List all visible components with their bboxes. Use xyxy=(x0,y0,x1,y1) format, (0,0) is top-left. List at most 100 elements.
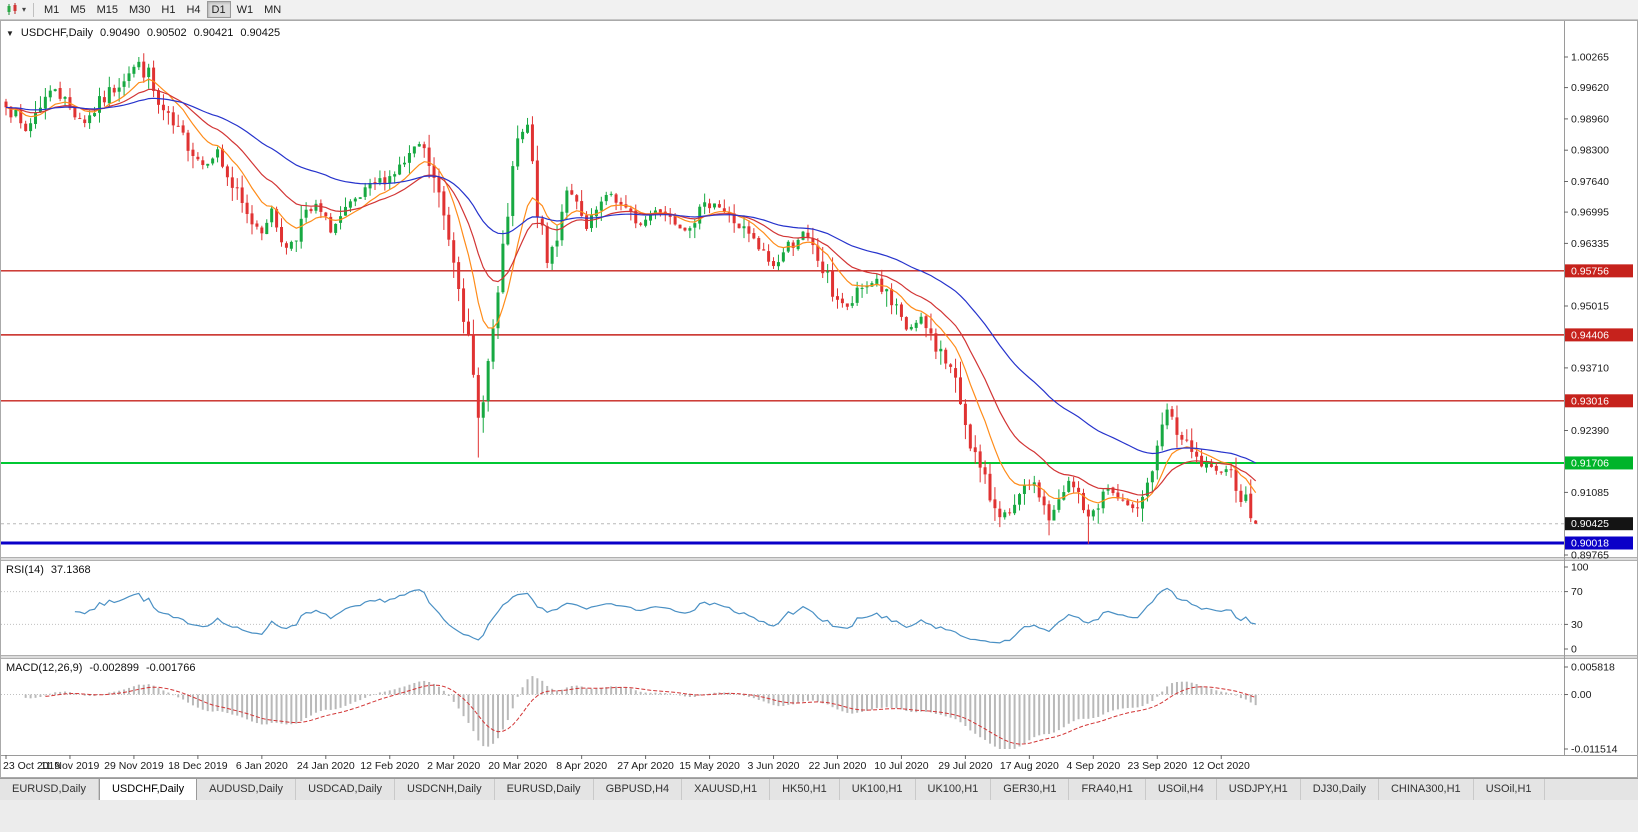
candle-down xyxy=(437,176,441,193)
candle-down xyxy=(1219,471,1223,473)
tab-audusd-daily[interactable]: AUDUSD,Daily xyxy=(197,779,297,800)
timeframe-mn-button[interactable]: MN xyxy=(264,3,282,16)
tab-fra40-h1[interactable]: FRA40,H1 xyxy=(1069,779,1146,800)
timeframe-h4-button[interactable]: H4 xyxy=(186,3,201,16)
chart-svg[interactable]: 1.00265 0.99620 0.98960 0.98300 0.97640 0.969… xyxy=(1,21,1637,777)
tab-china300-h1[interactable]: CHINA300,H1 xyxy=(1379,779,1474,800)
candle-up xyxy=(97,96,101,113)
candle-down xyxy=(1086,509,1090,517)
candle-up xyxy=(53,89,57,92)
candle-down xyxy=(1111,487,1115,494)
tab-ger30-h1[interactable]: GER30,H1 xyxy=(991,779,1070,800)
candle-down xyxy=(727,212,731,214)
candle-down xyxy=(658,209,662,213)
price-flag-text: 0.95756 xyxy=(1571,265,1609,277)
candle-down xyxy=(457,262,461,290)
candle-down xyxy=(737,223,741,229)
macd-signal-line xyxy=(45,684,1256,745)
candle-up xyxy=(1141,496,1145,509)
price-flag xyxy=(1565,328,1633,342)
candle-down xyxy=(102,97,106,103)
candle-down xyxy=(432,165,436,178)
tab-usoil-h4[interactable]: USOil,H4 xyxy=(1146,779,1217,800)
tab-eurusd-daily[interactable]: EURUSD,Daily xyxy=(495,779,594,800)
candle-down xyxy=(4,101,8,108)
candle-down xyxy=(1249,493,1253,519)
timeframe-m30-button[interactable]: M30 xyxy=(128,3,151,16)
price-tick-label: 0.96335 xyxy=(1571,238,1609,250)
price-tick-label: 1.00265 xyxy=(1571,52,1609,64)
chart-tabs-bar: EURUSD,Daily USDCHF,Daily AUDUSD,Daily USDC… xyxy=(0,778,1638,800)
candle-up xyxy=(703,202,707,207)
timeframe-h1-button[interactable]: H1 xyxy=(161,3,176,16)
candle-down xyxy=(1081,492,1085,511)
tab-gbpusd-h4[interactable]: GBPUSD,H4 xyxy=(594,779,683,800)
candle-down xyxy=(767,251,771,262)
candle-up xyxy=(895,304,899,306)
pane-separator[interactable] xyxy=(1,557,1637,561)
timeframe-m1-button[interactable]: M1 xyxy=(44,3,60,16)
objects-dropdown-icon[interactable]: ▼ xyxy=(6,28,14,38)
candle-up xyxy=(742,226,746,229)
pane-separator[interactable] xyxy=(1,655,1637,659)
tab-usdchf-daily[interactable]: USDCHF,Daily xyxy=(98,779,198,800)
chart-type-dropdown-icon[interactable]: ▾ xyxy=(22,5,27,14)
candle-up xyxy=(1101,491,1105,509)
candle-down xyxy=(171,112,175,126)
timeframe-m5-button[interactable]: M5 xyxy=(70,3,86,16)
candle-up xyxy=(511,166,515,216)
candle-down xyxy=(963,403,967,426)
tab-xauusd-h1[interactable]: XAUUSD,H1 xyxy=(682,779,771,800)
candle-down xyxy=(535,160,539,218)
chart-type-icon[interactable] xyxy=(4,2,22,18)
candle-up xyxy=(698,206,702,224)
tab-uk100-h1[interactable]: UK100,H1 xyxy=(916,779,992,800)
candle-up xyxy=(412,146,416,154)
price-tick-label: 0.92390 xyxy=(1571,425,1609,437)
candle-down xyxy=(1229,469,1233,471)
candle-down xyxy=(1195,451,1199,457)
candle-down xyxy=(427,147,431,166)
candle-up xyxy=(781,252,785,262)
tab-usdcad-daily[interactable]: USDCAD,Daily xyxy=(296,779,396,800)
candle-up xyxy=(314,203,318,211)
tab-usoil-h1[interactable]: USOil,H1 xyxy=(1474,779,1545,800)
candle-down xyxy=(988,473,992,501)
candle-up xyxy=(137,61,141,68)
candle-up xyxy=(206,163,210,166)
timeframe-d1-button[interactable]: D1 xyxy=(206,1,231,18)
candle-down xyxy=(570,190,574,195)
candle-up xyxy=(909,326,913,330)
tab-eurusd-daily[interactable]: EURUSD,Daily xyxy=(0,779,99,800)
candle-down xyxy=(983,467,987,475)
price-flag xyxy=(1565,264,1633,278)
ma-21-line xyxy=(5,88,1257,496)
candle-down xyxy=(816,245,820,261)
timeframe-m15-button[interactable]: M15 xyxy=(96,3,118,16)
price-tick-label: 0.98960 xyxy=(1571,113,1609,125)
tab-usdcnh-daily[interactable]: USDCNH,Daily xyxy=(395,779,495,800)
price-flag-text: 0.90425 xyxy=(1571,518,1609,530)
tab-usdjpy-h1[interactable]: USDJPY,H1 xyxy=(1217,779,1301,800)
candle-up xyxy=(796,239,800,250)
candle-down xyxy=(260,227,264,234)
candle-down xyxy=(968,424,972,449)
tab-dj30-daily[interactable]: DJ30,Daily xyxy=(1301,779,1379,800)
candle-down xyxy=(1209,464,1213,467)
candle-up xyxy=(939,348,943,352)
candle-down xyxy=(176,125,180,127)
timeframe-w1-button[interactable]: W1 xyxy=(236,3,254,16)
candle-down xyxy=(245,202,249,215)
date-label: 6 Jan 2020 xyxy=(236,760,288,772)
candle-up xyxy=(147,67,151,78)
date-label: 12 Feb 2020 xyxy=(360,760,419,772)
candle-up xyxy=(334,223,338,233)
candle-up xyxy=(93,113,97,117)
candle-up xyxy=(1204,463,1208,468)
candle-up xyxy=(270,208,274,223)
tab-uk100-h1[interactable]: UK100,H1 xyxy=(840,779,916,800)
candle-down xyxy=(772,261,776,267)
candle-down xyxy=(462,288,466,322)
tab-hk50-h1[interactable]: HK50,H1 xyxy=(770,779,840,800)
candle-down xyxy=(934,333,938,352)
